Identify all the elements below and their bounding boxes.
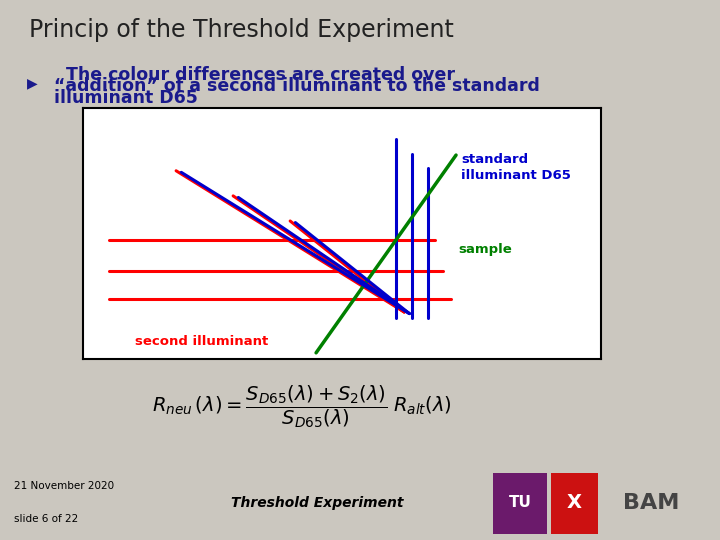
Text: TU: TU (509, 495, 531, 510)
Bar (551, 473, 598, 534)
Text: X: X (567, 493, 582, 512)
Text: illuminant D65: illuminant D65 (54, 89, 198, 107)
Text: sample: sample (459, 243, 513, 256)
Text: second illuminant: second illuminant (135, 335, 268, 348)
Text: BAM: BAM (624, 492, 680, 513)
Text: slide 6 of 22: slide 6 of 22 (14, 514, 78, 524)
Bar (493, 473, 547, 534)
Text: $R_{neu}\,(\lambda) = \dfrac{S_{D65}(\lambda) + S_2(\lambda)}{S_{D65}(\lambda)}\: $R_{neu}\,(\lambda) = \dfrac{S_{D65}(\la… (153, 384, 452, 430)
Text: “addition” of a second illuminant to the standard: “addition” of a second illuminant to the… (54, 77, 540, 96)
Text: 21 November 2020: 21 November 2020 (14, 481, 114, 491)
Text: The colour differences are created over: The colour differences are created over (54, 65, 455, 84)
Text: standard
illuminant D65: standard illuminant D65 (462, 153, 571, 182)
Text: Princip of the Threshold Experiment: Princip of the Threshold Experiment (29, 18, 454, 42)
Text: Threshold Experiment: Threshold Experiment (230, 496, 403, 510)
Text: ▶: ▶ (27, 77, 38, 91)
